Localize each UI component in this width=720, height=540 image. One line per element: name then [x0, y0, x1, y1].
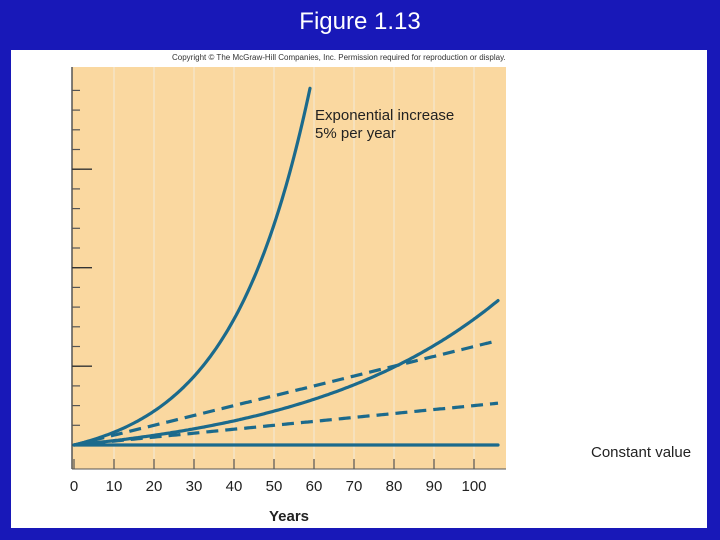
y-tick-label: 10 x: [38, 216, 67, 233]
series-line-exp2: [72, 299, 500, 447]
y-tick-label: value: [18, 354, 54, 371]
series-label: Linear increase at 5% of: [511, 327, 674, 344]
series-label: initial value per year: [511, 345, 644, 362]
series-line-lin2: [73, 401, 499, 447]
x-tick-label: 20: [146, 478, 163, 495]
x-tick-label: 50: [266, 478, 283, 495]
y-tick-label: Initial: [18, 410, 53, 427]
slide-title: Figure 1.13: [299, 8, 421, 35]
series-label: initial value per year: [511, 402, 644, 419]
series-label: 2% per year: [511, 285, 592, 302]
x-tick-label: 80: [386, 478, 403, 495]
series-label: Constant value: [591, 444, 691, 461]
x-tick-label: 100: [461, 478, 486, 495]
x-tick-label: 60: [306, 478, 323, 495]
series-label: Exponential increase: [511, 267, 650, 284]
y-tick-label: Initial: [18, 334, 53, 351]
y-tick-label: value: [18, 256, 54, 273]
copyright-notice: Copyright © The McGraw-Hill Companies, I…: [172, 53, 506, 62]
series-line-exp5: [72, 86, 312, 447]
y-tick-label: 5 x: [38, 314, 59, 331]
y-tick-label: Initial: [18, 236, 53, 253]
series-label: 5% per year: [315, 125, 396, 142]
x-tick-label: 0: [70, 478, 78, 495]
x-tick-label: 10: [106, 478, 123, 495]
y-tick-label: value: [18, 430, 54, 447]
y-tick-label: Initial: [18, 137, 53, 154]
y-tick-label: 15 x: [38, 117, 67, 134]
x-tick-label: 90: [426, 478, 443, 495]
series-label: Linear increase at 2% of: [511, 384, 674, 401]
x-tick-label: 70: [346, 478, 363, 495]
y-tick-label: value: [18, 157, 54, 174]
series-label: Exponential increase: [315, 107, 454, 124]
series-line-lin5: [73, 339, 499, 447]
x-tick-label: 30: [186, 478, 203, 495]
x-axis-title: Years: [269, 508, 309, 525]
x-tick-label: 40: [226, 478, 243, 495]
